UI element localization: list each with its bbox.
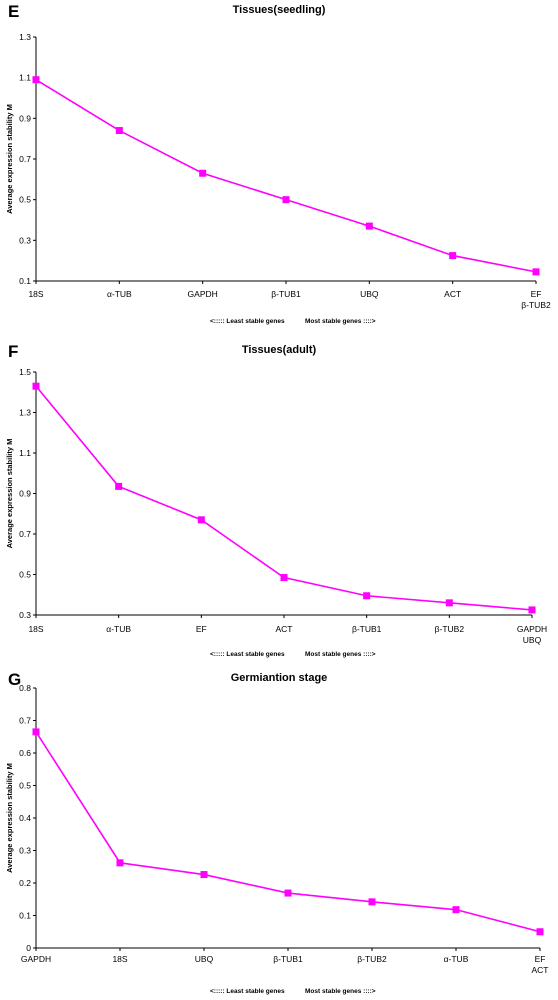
data-point (280, 574, 288, 582)
y-tick-label: 0.8 (19, 683, 31, 693)
data-point (445, 599, 453, 607)
x-tick-label: α-TUB (107, 289, 132, 299)
y-tick-label: 1.5 (19, 367, 31, 377)
data-point (115, 482, 123, 490)
x-tick-label: EF (196, 624, 207, 634)
panel-letter: E (8, 2, 20, 21)
y-tick-label: 0.9 (19, 489, 31, 499)
data-point (200, 871, 208, 879)
y-tick-label: 0.9 (19, 113, 31, 123)
data-point (368, 898, 376, 906)
y-tick-label: 0.3 (19, 610, 31, 620)
x-tick-label: 18S (28, 624, 43, 634)
footer-least-stable: <::::: Least stable genes (210, 651, 285, 658)
x-tick-label: β-TUB2 (435, 624, 465, 634)
footer-most-stable: Most stable genes ::::> (305, 651, 376, 658)
y-tick-label: 0.5 (19, 781, 31, 791)
data-point (284, 889, 292, 897)
y-tick-label: 0.4 (19, 813, 31, 823)
y-tick-label: 0.3 (19, 235, 31, 245)
data-point (197, 516, 205, 524)
y-tick-label: 0.5 (19, 195, 31, 205)
x-tick-label: EF (535, 954, 546, 964)
data-point (32, 728, 40, 736)
x-tick-label: α-TUB (106, 624, 131, 634)
data-point (363, 592, 371, 600)
x-tick-label: β-TUB1 (271, 289, 301, 299)
data-point (282, 196, 290, 204)
series-line (35, 79, 537, 273)
x-tick-label: β-TUB2 (357, 954, 387, 964)
data-point (449, 252, 457, 260)
x-tick-label: β-TUB2 (521, 300, 551, 310)
footer-most-stable: Most stable genes ::::> (305, 318, 376, 325)
line-chart-f: 0.3 0.5 0.7 0.9 1.1 1.3 1.5 Average expression … (5, 367, 547, 645)
data-point (365, 222, 373, 230)
y-tick-label: 0.7 (19, 529, 31, 539)
data-point (199, 169, 207, 177)
x-tick-label: 18S (28, 289, 43, 299)
footer-least-stable: <::::: Least stable genes (210, 318, 285, 325)
data-point (528, 606, 536, 614)
panel-letter: G (8, 670, 22, 689)
y-axis-title: Average expression stability M (5, 439, 14, 549)
y-tick-label: 1.3 (19, 32, 31, 42)
data-point (32, 76, 40, 84)
panel-letter: F (8, 342, 19, 361)
x-tick-label: β-TUB1 (273, 954, 303, 964)
y-tick-label: 0.6 (19, 748, 31, 758)
y-tick-label: 0.1 (19, 911, 31, 921)
panel-e: E Tissues(seedling) 0.1 0.3 0.5 0.7 0.9 1.1 1.… (0, 0, 558, 330)
x-tick-label: UBQ (195, 954, 214, 964)
y-axis-title: Average expression stability M (5, 763, 14, 873)
panel-f: F Tissues(adult) 0.3 0.5 0.7 0.9 1.1 1.3 1.5 Av… (0, 340, 558, 670)
data-point (32, 382, 40, 390)
x-tick-label: β-TUB1 (352, 624, 382, 634)
footer-most-stable: Most stable genes ::::> (305, 988, 376, 995)
data-point (536, 928, 544, 936)
x-tick-label: UBQ (523, 635, 542, 645)
chart-title: Tissues(adult) (241, 344, 317, 356)
footer-least-stable: <::::: Least stable genes (210, 988, 285, 995)
x-tick-label: ACT (276, 624, 293, 634)
chart-title: Germiantion stage (230, 672, 328, 684)
chart-title: Tissues(seedling) (232, 4, 326, 16)
y-tick-label: 0 (26, 943, 31, 953)
y-tick-label: 1.1 (19, 448, 31, 458)
y-tick-label: 0.1 (19, 276, 31, 286)
data-point (532, 268, 540, 276)
x-tick-label: ACT (532, 965, 549, 975)
panel-g: G Germiantion stage 0 0.1 0.2 0.3 0.4 0.5 0.6 0… (0, 668, 558, 998)
x-tick-label: EF (531, 289, 542, 299)
y-tick-label: 0.7 (19, 154, 31, 164)
series-line (35, 731, 541, 933)
y-tick-label: 0.5 (19, 570, 31, 580)
x-tick-label: ACT (444, 289, 461, 299)
y-tick-label: 1.1 (19, 73, 31, 83)
x-tick-label: GAPDH (188, 289, 218, 299)
y-axis-title: Average expression stability M (5, 104, 14, 214)
line-chart-e: 0.1 0.3 0.5 0.7 0.9 1.1 1.3 Average expression … (5, 32, 551, 310)
x-tick-label: UBQ (360, 289, 379, 299)
data-point (116, 859, 124, 867)
x-tick-label: GAPDH (517, 624, 547, 634)
x-tick-label: GAPDH (21, 954, 51, 964)
y-tick-label: 1.3 (19, 408, 31, 418)
data-point (452, 906, 460, 914)
data-point (115, 127, 123, 135)
line-chart-g: 0 0.1 0.2 0.3 0.4 0.5 0.6 0.7 0.8 Average express… (5, 683, 549, 975)
y-tick-label: 0.7 (19, 716, 31, 726)
y-tick-label: 0.2 (19, 878, 31, 888)
x-tick-label: 18S (112, 954, 127, 964)
y-tick-label: 0.3 (19, 846, 31, 856)
x-tick-label: α-TUB (444, 954, 469, 964)
